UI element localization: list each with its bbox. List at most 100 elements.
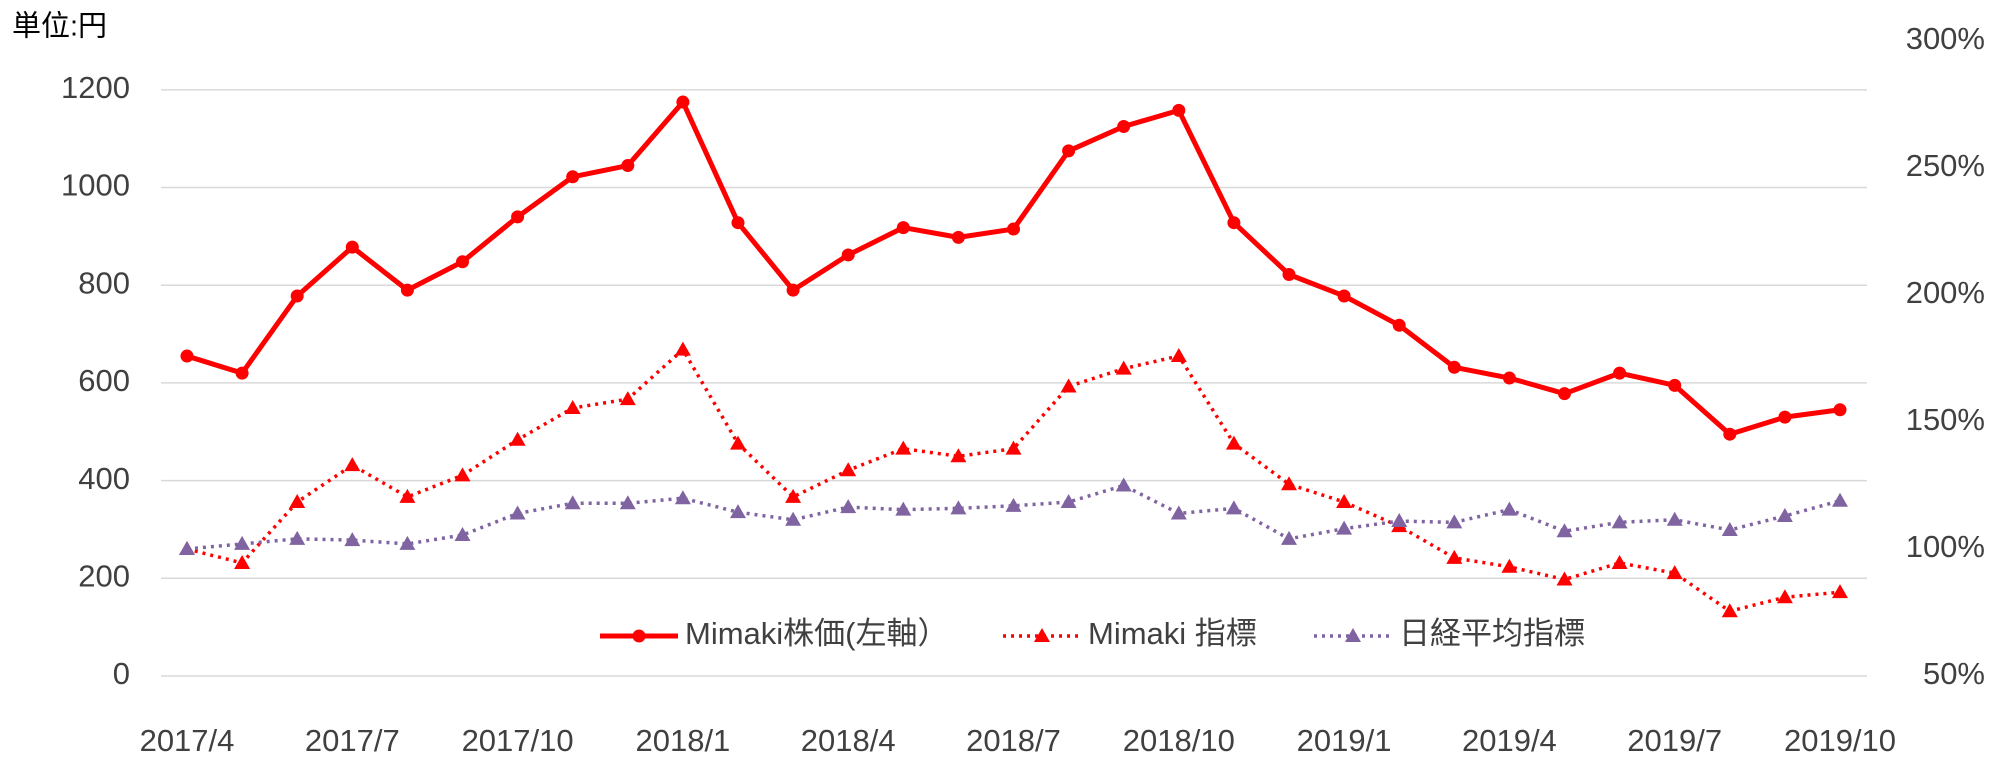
point — [1225, 500, 1242, 515]
point — [456, 255, 469, 269]
y2-tick-label: 150% — [1906, 402, 1985, 437]
point — [1502, 371, 1516, 385]
point — [511, 210, 525, 224]
point — [1172, 103, 1186, 117]
y2-tick-label: 200% — [1906, 275, 1985, 310]
x-tick-label: 2019/1 — [1297, 723, 1392, 758]
x-tick-label: 2018/10 — [1123, 723, 1235, 758]
legend-label: Mimaki株価(左軸） — [685, 616, 948, 651]
legend-label: 日経平均指標 — [1399, 616, 1585, 651]
point — [840, 462, 857, 477]
point — [1337, 289, 1351, 303]
point — [1336, 520, 1353, 535]
point — [950, 448, 967, 463]
point — [1776, 507, 1793, 522]
y2-tick-label: 100% — [1906, 529, 1985, 564]
point — [1336, 494, 1353, 509]
point — [1281, 476, 1297, 491]
x-tick-label: 2017/7 — [305, 723, 400, 758]
legend-marker — [632, 629, 646, 643]
point — [1501, 501, 1518, 516]
point — [674, 490, 691, 505]
point — [454, 527, 471, 542]
x-tick-label: 2017/4 — [140, 723, 235, 758]
point — [1062, 144, 1076, 158]
legend-marker — [1345, 628, 1361, 642]
point — [1776, 589, 1793, 604]
point — [1558, 387, 1571, 401]
point — [1005, 440, 1022, 455]
point — [1447, 360, 1461, 374]
legend-marker — [1034, 628, 1050, 642]
point — [1611, 554, 1628, 569]
point — [1666, 511, 1683, 526]
point — [896, 221, 910, 235]
point — [1668, 378, 1682, 392]
point — [1723, 427, 1737, 441]
point — [1666, 565, 1683, 580]
x-tick-label: 2019/4 — [1462, 723, 1557, 758]
unit-label: 単位:円 — [12, 10, 107, 43]
point — [676, 95, 690, 109]
point — [895, 501, 912, 516]
y-tick-label: 1000 — [61, 168, 130, 203]
point — [234, 535, 251, 550]
point — [509, 505, 526, 520]
point — [509, 431, 526, 446]
point — [1611, 514, 1628, 529]
point — [399, 535, 416, 550]
point — [180, 349, 194, 363]
x-tick-label: 2019/10 — [1784, 723, 1896, 758]
y-tick-label: 200 — [78, 558, 130, 593]
point — [1446, 549, 1463, 564]
point — [179, 541, 195, 555]
point — [1613, 366, 1627, 380]
y-tick-label: 400 — [78, 461, 130, 496]
point — [841, 248, 855, 262]
point — [619, 495, 636, 510]
point — [454, 467, 471, 482]
point — [1225, 435, 1242, 450]
point — [566, 170, 580, 184]
point — [1778, 410, 1792, 424]
point — [1060, 494, 1077, 509]
point — [1721, 521, 1738, 536]
y2-tick-label: 50% — [1923, 656, 1985, 691]
point — [344, 532, 361, 547]
point — [1556, 523, 1573, 538]
point — [1117, 119, 1131, 133]
point — [785, 488, 802, 503]
point — [289, 530, 306, 545]
point — [1832, 492, 1848, 507]
y2-tick-label: 250% — [1906, 148, 1985, 183]
point — [840, 499, 857, 514]
point — [345, 240, 359, 254]
point — [895, 440, 912, 455]
point — [1115, 360, 1132, 375]
point — [1170, 505, 1187, 520]
point — [1007, 222, 1020, 236]
point — [1170, 347, 1187, 362]
point — [1721, 603, 1738, 618]
y2-tick-label: 300% — [1906, 21, 1985, 56]
y-tick-label: 1200 — [61, 70, 130, 105]
series-line — [186, 483, 1841, 551]
point — [1391, 513, 1408, 528]
point — [621, 159, 635, 173]
point — [290, 289, 304, 303]
point — [1281, 530, 1297, 545]
point — [731, 216, 745, 230]
legend-label: Mimaki 指標 — [1088, 616, 1257, 651]
point — [950, 500, 967, 515]
point — [730, 435, 746, 450]
point — [344, 457, 361, 472]
x-tick-label: 2017/10 — [462, 723, 574, 758]
x-tick-label: 2018/7 — [966, 723, 1061, 758]
y-tick-label: 800 — [78, 265, 130, 300]
point — [1115, 477, 1132, 492]
point — [730, 504, 746, 519]
series-line — [186, 99, 1841, 437]
point — [1501, 558, 1518, 573]
point — [235, 366, 249, 380]
